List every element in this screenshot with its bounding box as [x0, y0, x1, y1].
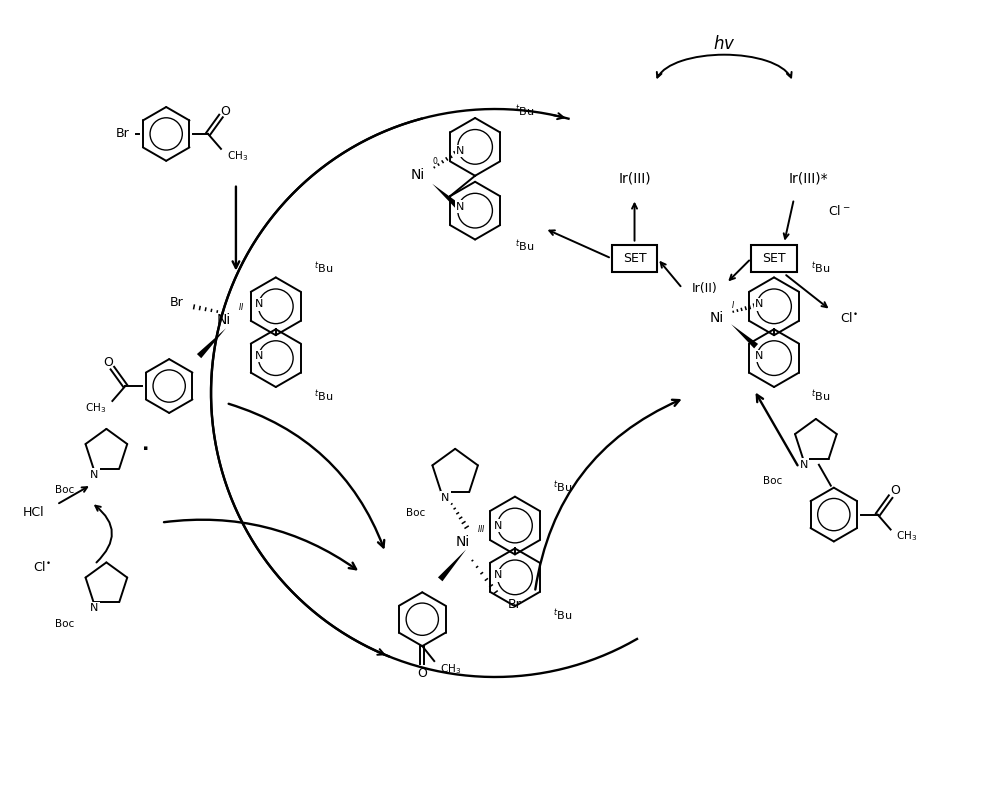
- Polygon shape: [432, 184, 459, 208]
- Text: N: N: [90, 470, 99, 480]
- Text: $^t$Bu: $^t$Bu: [553, 608, 572, 623]
- Text: Ir(III): Ir(III): [618, 172, 651, 186]
- Text: N: N: [494, 571, 502, 580]
- Text: Cl$^-$: Cl$^-$: [828, 203, 850, 217]
- Text: $^I$: $^I$: [731, 300, 735, 310]
- Text: Ni: Ni: [710, 311, 724, 325]
- Text: N: N: [755, 351, 763, 361]
- Text: O: O: [417, 667, 427, 679]
- Text: O: O: [103, 355, 113, 369]
- Text: N: N: [800, 459, 808, 470]
- Text: N: N: [494, 521, 502, 530]
- Bar: [612, 244, 657, 273]
- Text: CH$_3$: CH$_3$: [896, 530, 917, 544]
- Text: Boc: Boc: [55, 619, 75, 629]
- Text: $^t$Bu: $^t$Bu: [314, 261, 333, 277]
- Text: Ni: Ni: [456, 536, 470, 549]
- Text: Boc: Boc: [55, 485, 75, 495]
- Polygon shape: [197, 329, 226, 359]
- Text: Br: Br: [116, 128, 129, 140]
- Text: $^t$Bu: $^t$Bu: [811, 261, 830, 277]
- Text: HCl: HCl: [23, 506, 45, 519]
- Text: $^t$Bu: $^t$Bu: [811, 388, 830, 403]
- Text: Ir(III)*: Ir(III)*: [789, 172, 829, 186]
- Text: $hv$: $hv$: [713, 35, 735, 54]
- Text: CH$_3$: CH$_3$: [85, 401, 106, 414]
- Text: $^t$Bu: $^t$Bu: [553, 480, 572, 496]
- Text: Ir(II): Ir(II): [691, 282, 717, 295]
- Text: Br: Br: [508, 598, 522, 611]
- Text: Ni: Ni: [411, 168, 425, 182]
- Bar: [751, 244, 797, 273]
- Text: CH$_3$: CH$_3$: [227, 149, 248, 163]
- Text: N: N: [255, 351, 263, 361]
- Text: $^{II}$: $^{II}$: [238, 303, 244, 312]
- Text: O: O: [220, 105, 230, 117]
- Text: N: N: [456, 202, 464, 212]
- Text: Cl$^•$: Cl$^•$: [33, 560, 52, 574]
- Polygon shape: [731, 324, 758, 348]
- Text: $^{III}$: $^{III}$: [477, 525, 486, 534]
- Text: $^0$: $^0$: [432, 157, 439, 167]
- Text: $^t$Bu: $^t$Bu: [515, 239, 535, 255]
- Text: N: N: [441, 492, 449, 503]
- Text: SET: SET: [623, 252, 646, 265]
- Text: Ni: Ni: [217, 314, 231, 327]
- Polygon shape: [438, 549, 466, 582]
- Text: O: O: [891, 484, 901, 497]
- Text: Br: Br: [169, 296, 183, 309]
- Text: CH$_3$: CH$_3$: [440, 662, 461, 676]
- Text: N: N: [90, 604, 99, 613]
- Text: $^t$Bu: $^t$Bu: [515, 103, 535, 119]
- Text: Boc: Boc: [763, 476, 782, 485]
- Text: Boc: Boc: [406, 507, 425, 518]
- Text: $\mathbf{\cdot}$: $\mathbf{\cdot}$: [141, 438, 148, 457]
- Text: SET: SET: [762, 252, 786, 265]
- Text: Cl$^•$: Cl$^•$: [840, 311, 858, 325]
- Text: N: N: [755, 299, 763, 310]
- Text: N: N: [255, 299, 263, 310]
- Text: $^t$Bu: $^t$Bu: [314, 388, 333, 403]
- Text: N: N: [456, 146, 464, 156]
